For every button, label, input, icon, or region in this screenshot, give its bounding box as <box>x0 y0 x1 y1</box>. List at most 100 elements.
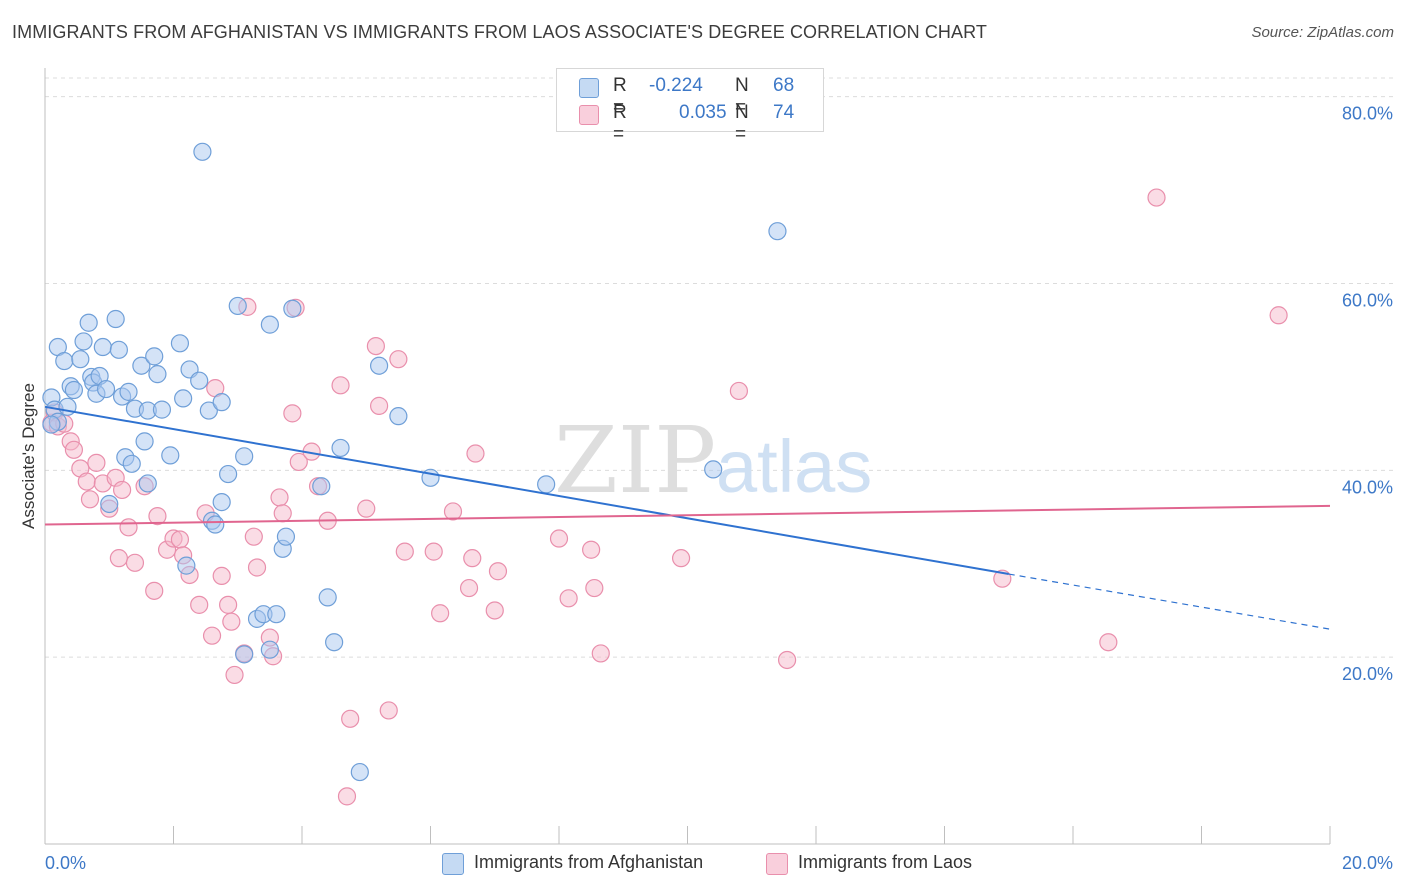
laos-point <box>488 562 508 581</box>
laos-point <box>366 337 385 356</box>
laos-point <box>357 499 376 518</box>
legend-r-value: 0.035 <box>679 102 727 123</box>
laos-point <box>1269 306 1288 325</box>
laos-point <box>64 440 84 459</box>
afghanistan-point <box>276 527 296 546</box>
laos-point <box>119 518 138 537</box>
laos-point <box>148 507 167 526</box>
afghanistan-point <box>704 460 723 479</box>
afghanistan-point <box>331 438 350 458</box>
afghanistan-point <box>212 493 231 512</box>
afghanistan-point <box>74 332 93 351</box>
legend-r-label: R = <box>613 75 627 118</box>
afghanistan-point <box>235 645 254 664</box>
chart-title: IMMIGRANTS FROM AFGHANISTAN VS IMMIGRANT… <box>12 22 988 42</box>
afghanistan-point <box>58 397 77 416</box>
legend-n-label: N = <box>735 102 749 145</box>
afghanistan-point <box>193 142 212 161</box>
laos-point <box>289 452 308 472</box>
laos-point <box>283 404 302 423</box>
afghanistan-point <box>132 356 151 375</box>
correlation-legend: R = -0.224 N = 68 R = 0.035 N = 74 <box>556 68 824 145</box>
laos-point <box>1099 633 1118 652</box>
afghanistan-point <box>64 380 84 400</box>
laos-point <box>729 381 749 401</box>
afghanistan-point <box>260 640 279 659</box>
laos-point <box>87 453 106 472</box>
afghanistan-point <box>161 446 180 465</box>
legend-r-label: R = <box>613 102 627 145</box>
gridlines <box>45 77 1393 658</box>
axes <box>44 68 1331 845</box>
trend-line-afghanistan <box>44 405 1009 576</box>
afghanistan-point <box>206 515 225 534</box>
afghanistan-point <box>350 762 369 782</box>
laos-point <box>77 472 96 491</box>
afghanistan-point <box>135 432 154 451</box>
series-laos-points <box>42 188 1288 806</box>
laos-point <box>777 650 797 670</box>
afghanistan-point <box>537 475 556 494</box>
afghanistan-point <box>260 315 279 334</box>
bottom-legend-swatch-laos <box>766 853 788 875</box>
afghanistan-point <box>148 365 167 384</box>
afghanistan-point <box>199 401 218 420</box>
laos-point <box>219 595 238 614</box>
afghanistan-point <box>235 447 254 466</box>
y-tick-label: 60.0% <box>1342 291 1393 311</box>
afghanistan-point <box>79 313 98 332</box>
laos-point <box>190 595 209 614</box>
legend-swatch-afghanistan <box>579 78 599 98</box>
y-tick-label: 40.0% <box>1342 477 1393 497</box>
laos-point <box>443 502 463 521</box>
afghanistan-point <box>283 299 302 318</box>
legend-n-value: 68 <box>773 75 795 96</box>
y-tick-label: 80.0% <box>1342 104 1393 124</box>
laos-point <box>459 578 479 598</box>
laos-point <box>145 581 164 600</box>
laos-point <box>370 396 389 415</box>
laos-point <box>273 504 292 523</box>
laos-point <box>1147 188 1166 207</box>
laos-point <box>466 444 485 463</box>
watermark: ZIP atlas <box>554 407 872 514</box>
bottom-legend-swatch-afghanistan <box>442 853 464 875</box>
afghanistan-point <box>212 393 231 412</box>
afghanistan-point <box>228 296 247 316</box>
bottom-legend-label-afghanistan: Immigrants from Afghanistan <box>474 852 704 872</box>
laos-point <box>463 549 482 568</box>
laos-point <box>109 549 128 568</box>
laos-point <box>591 644 610 663</box>
laos-point <box>582 540 601 559</box>
laos-point <box>225 665 244 685</box>
afghanistan-point <box>219 464 238 484</box>
laos-point <box>244 527 263 546</box>
laos-point <box>125 553 145 572</box>
x-tick-labels: 0.0% 20.0% <box>45 853 1393 873</box>
laos-point <box>395 542 414 561</box>
trend-line-laos <box>44 504 1331 526</box>
watermark-atlas: atlas <box>716 425 872 508</box>
laos-point <box>431 604 450 623</box>
legend-n-label: N = <box>735 75 749 118</box>
laos-point <box>112 480 132 500</box>
laos-point <box>80 490 100 509</box>
laos-point <box>379 701 398 720</box>
afghanistan-point <box>170 334 190 353</box>
laos-point <box>247 558 267 577</box>
laos-point <box>485 601 504 620</box>
laos-point <box>222 612 241 631</box>
laos-point <box>585 578 604 598</box>
afghanistan-point <box>190 371 209 390</box>
afghanistan-point <box>71 350 90 369</box>
afghanistan-point <box>93 337 112 357</box>
legend-n-value: 74 <box>773 102 795 123</box>
bottom-legend-label-laos: Immigrants from Laos <box>798 852 973 872</box>
x-tick-label: 0.0% <box>45 853 86 873</box>
laos-point <box>671 549 691 568</box>
laos-point <box>331 376 350 395</box>
afghanistan-point <box>768 222 787 241</box>
afghanistan-point <box>152 400 172 419</box>
laos-point <box>389 350 408 369</box>
